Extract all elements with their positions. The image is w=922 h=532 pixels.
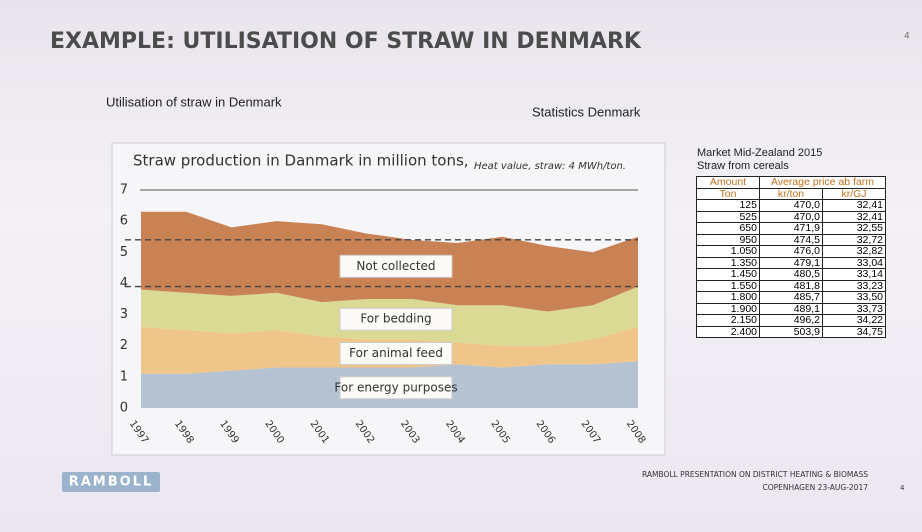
table-cell: 33,23 (822, 279, 886, 292)
header-cell: Amount (696, 176, 760, 189)
table-row: 1.450 480,5 33,14 (696, 268, 886, 281)
footer-page: 4 (900, 484, 905, 492)
table-cell: 2.400 (696, 325, 760, 338)
table-row: 525 470,0 32,41 (696, 210, 886, 223)
table-cell: 32,41 (822, 210, 886, 223)
table-title: Market Mid-Zealand 2015 (697, 147, 823, 159)
chart-title: Straw production in Danmark in million t… (133, 152, 469, 170)
table-cell: 650 (696, 222, 760, 235)
table-row: 2.150 496,2 34,22 (696, 314, 886, 327)
table-row: 950 474,5 32,72 (696, 233, 886, 246)
header-cell: kr/GJ (822, 187, 886, 200)
table-cell: 125 (696, 199, 760, 212)
table-cell: 485,7 (759, 291, 823, 304)
table-cell: 32,82 (822, 245, 886, 258)
table-cell: 33,04 (822, 256, 886, 269)
y-tick-label: 2 (120, 338, 128, 353)
table-cell: 496,2 (759, 314, 823, 327)
header-cell: Average price ab farm (759, 176, 886, 189)
table-cell: 1.900 (696, 302, 760, 315)
legend-label: For energy purposes (334, 380, 457, 394)
table-cell: 950 (696, 233, 760, 246)
legend-label: For animal feed (349, 346, 443, 360)
y-tick-label: 0 (120, 401, 128, 416)
table-cell: 32,41 (822, 199, 886, 212)
legend-label: Not collected (356, 259, 435, 273)
table-row: 650 471,9 32,55 (696, 222, 886, 235)
table-cell: 489,1 (759, 302, 823, 315)
page-number: 4 (904, 32, 910, 42)
table-row: 125 470,0 32,41 (696, 199, 886, 212)
logo (62, 472, 160, 492)
table-cell: 2.150 (696, 314, 760, 327)
header-cell: kr/ton (759, 187, 823, 200)
table-cell: 33,14 (822, 268, 886, 281)
legend-box (339, 342, 453, 365)
header-row: Amount Average price ab farm (696, 176, 886, 189)
table-row: 1.050 476,0 32,82 (696, 245, 886, 258)
y-tick-label: 7 (120, 183, 128, 198)
y-tick-label: 1 (120, 369, 128, 384)
table-cell: 474,5 (759, 233, 823, 246)
table-cell: 503,9 (759, 325, 823, 338)
footer-line: RAMBOLL PRESENTATION ON DISTRICT HEATING… (642, 470, 868, 479)
table-cell: 1.550 (696, 279, 760, 292)
slide-title: EXAMPLE: UTILISATION OF STRAW IN DENMARK (50, 29, 642, 54)
table-cell: 481,8 (759, 279, 823, 292)
table-cell: 33,73 (822, 302, 886, 315)
footer-line: COPENHAGEN 23-AUG-2017 (762, 483, 868, 492)
subtitle: Utilisation of straw in Denmark (106, 94, 282, 109)
table-row: 1.350 479,1 33,04 (696, 256, 886, 269)
logo-text: RAMBOLL (69, 475, 154, 490)
legend-box (339, 376, 453, 400)
table-cell: 470,0 (759, 210, 823, 223)
y-tick-label: 3 (120, 307, 128, 322)
table-cell: 480,5 (759, 268, 823, 281)
table-cell: 32,55 (822, 222, 886, 235)
y-tick-label: 4 (120, 276, 128, 291)
table-cell: 479,1 (759, 256, 823, 269)
legend-label: For bedding (360, 312, 431, 326)
price-table: Amount Average price ab farm Ton kr/ton kr/G… (696, 176, 886, 338)
table-row: 1.900 489,1 33,73 (696, 302, 886, 315)
table-cell: 1.350 (696, 256, 760, 269)
header-cell: Ton (696, 187, 760, 200)
table-cell: 476,0 (759, 245, 823, 258)
table-cell: 34,75 (822, 325, 886, 338)
table-row: 1.800 485,7 33,50 (696, 291, 886, 304)
table-cell: 1.800 (696, 291, 760, 304)
table-subtitle: Straw from cereals (697, 160, 789, 172)
y-tick-label: 5 (120, 245, 128, 260)
legend-box (339, 254, 453, 278)
table-cell: 33,50 (822, 291, 886, 304)
table-cell: 470,0 (759, 199, 823, 212)
table-row: 2.400 503,9 34,75 (696, 325, 886, 338)
table-cell: 471,9 (759, 222, 823, 235)
chart-subtitle: Heat value, straw: 4 MWh/ton. (474, 161, 626, 172)
table-cell: 1.050 (696, 245, 760, 258)
table-cell: 34,22 (822, 314, 886, 327)
table-cell: 525 (696, 210, 760, 223)
header-row: Ton kr/ton kr/GJ (696, 187, 886, 200)
legend-box (339, 307, 453, 331)
table-cell: 32,72 (822, 233, 886, 246)
table-cell: 1.450 (696, 268, 760, 281)
table-row: 1.550 481,8 33,23 (696, 279, 886, 292)
y-tick-label: 6 (120, 214, 128, 229)
source: Statistics Denmark (532, 104, 641, 119)
